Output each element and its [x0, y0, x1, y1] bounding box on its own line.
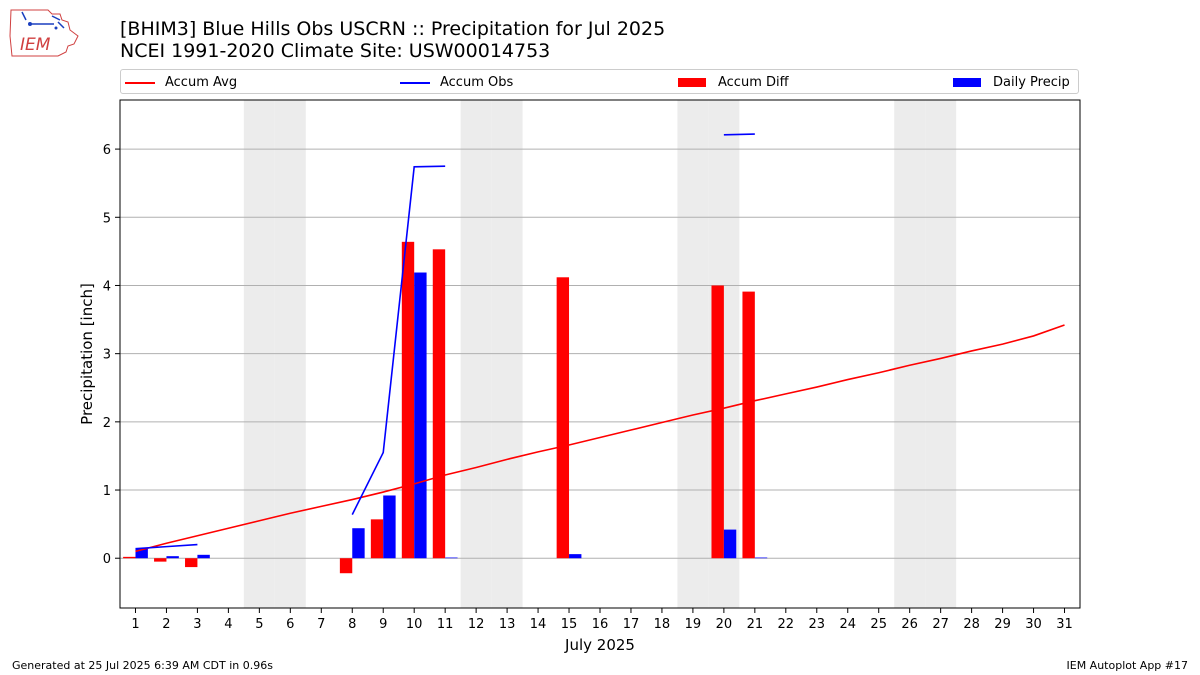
xtick-label-20: 20	[716, 617, 733, 632]
bar-accum-diff-day-15	[556, 277, 570, 559]
xtick-label-18: 18	[654, 617, 671, 632]
legend-label-accum-diff: Accum Diff	[718, 75, 789, 90]
legend-item-accum-avg: Accum Avg	[125, 70, 237, 95]
x-axis-label: July 2025	[564, 636, 635, 654]
legend-label-accum-obs: Accum Obs	[440, 75, 514, 90]
xtick-label-12: 12	[468, 617, 485, 632]
bar-accum-diff-day-21	[742, 291, 755, 559]
title-line-2: NCEI 1991-2020 Climate Site: USW00014753	[120, 40, 551, 62]
line-accum-obs-segment-1	[135, 543, 198, 550]
xtick-label-4: 4	[224, 617, 232, 632]
xtick-label-8: 8	[348, 617, 356, 632]
xtick-label-22: 22	[778, 617, 795, 632]
iem-logo: IEM	[9, 9, 79, 57]
legend-item-accum-diff: Accum Diff	[678, 70, 789, 95]
xtick-label-27: 27	[932, 617, 949, 632]
legend-swatch-daily-precip	[953, 78, 981, 87]
line-accum-obs-segment-2	[351, 165, 446, 515]
chart-legend: Accum Avg Accum Obs Accum Diff Daily Pre…	[120, 69, 1079, 94]
xtick-label-5: 5	[255, 617, 263, 632]
bar-daily-precip-day-21	[754, 557, 768, 559]
bar-daily-precip-day-8	[352, 528, 365, 559]
bar-accum-diff-day-11	[432, 249, 446, 559]
xtick-label-30: 30	[1025, 617, 1042, 632]
xtick-label-3: 3	[193, 617, 201, 632]
bar-accum-diff-day-2	[154, 558, 167, 562]
logo-text: IEM	[20, 35, 51, 55]
footer-generated: Generated at 25 Jul 2025 6:39 AM CDT in …	[12, 659, 273, 672]
ytick-label-0: 0	[103, 552, 111, 567]
gridlines	[120, 148, 1080, 559]
bars	[123, 241, 768, 574]
bar-accum-diff-day-9	[370, 519, 384, 559]
xtick-label-1: 1	[131, 617, 139, 632]
xtick-label-17: 17	[623, 617, 640, 632]
lines	[135, 133, 1065, 553]
xtick-label-2: 2	[162, 617, 170, 632]
xtick-label-16: 16	[592, 617, 609, 632]
xtick-label-31: 31	[1056, 617, 1073, 632]
legend-item-accum-obs: Accum Obs	[400, 70, 513, 95]
legend-label-accum-avg: Accum Avg	[165, 75, 238, 90]
ytick-label-4: 4	[103, 279, 111, 294]
bar-daily-precip-day-20	[723, 529, 737, 559]
bar-daily-precip-day-11	[445, 557, 458, 559]
xtick-label-29: 29	[994, 617, 1011, 632]
legend-swatch-accum-avg	[125, 81, 155, 84]
xtick-label-13: 13	[499, 617, 516, 632]
xtick-label-19: 19	[685, 617, 702, 632]
legend-swatch-accum-obs	[400, 81, 430, 84]
bar-accum-diff-day-8	[339, 558, 353, 574]
bar-accum-diff-day-10	[401, 241, 415, 559]
ytick-label-2: 2	[103, 416, 111, 431]
xtick-label-11: 11	[437, 617, 454, 632]
chart-title: [BHIM3] Blue Hills Obs USCRN :: Precipit…	[120, 18, 665, 62]
bar-accum-diff-day-1	[123, 556, 136, 559]
bar-accum-diff-day-20	[711, 285, 724, 559]
ytick-label-6: 6	[103, 143, 111, 158]
ytick-label-5: 5	[103, 211, 111, 226]
bar-daily-precip-day-3	[197, 554, 210, 559]
xtick-label-24: 24	[839, 617, 856, 632]
xtick-label-6: 6	[286, 617, 294, 632]
ytick-label-3: 3	[103, 348, 111, 363]
title-line-1: [BHIM3] Blue Hills Obs USCRN :: Precipit…	[120, 18, 666, 40]
footer-app: IEM Autoplot App #17	[1066, 659, 1189, 672]
y-axis-label: Precipitation [inch]	[78, 283, 96, 425]
xtick-label-25: 25	[870, 617, 887, 632]
xtick-label-23: 23	[809, 617, 826, 632]
line-accum-avg	[135, 324, 1065, 553]
xtick-label-28: 28	[963, 617, 980, 632]
xtick-label-9: 9	[379, 617, 387, 632]
bar-daily-precip-day-9	[383, 495, 396, 559]
legend-item-daily-precip: Daily Precip	[953, 70, 1070, 95]
bar-accum-diff-day-3	[185, 558, 198, 568]
bar-daily-precip-day-10	[414, 272, 427, 559]
xtick-label-21: 21	[747, 617, 764, 632]
xtick-label-10: 10	[406, 617, 423, 632]
xtick-label-15: 15	[561, 617, 578, 632]
legend-label-daily-precip: Daily Precip	[993, 75, 1070, 90]
ytick-label-1: 1	[103, 484, 111, 499]
xtick-label-26: 26	[901, 617, 918, 632]
legend-swatch-accum-diff	[678, 78, 706, 87]
xtick-label-14: 14	[530, 617, 547, 632]
xtick-label-7: 7	[317, 617, 325, 632]
bar-daily-precip-day-1	[135, 548, 148, 559]
line-accum-obs-segment-3	[723, 133, 755, 136]
bar-daily-precip-day-2	[166, 556, 179, 559]
bar-daily-precip-day-15	[569, 554, 582, 559]
